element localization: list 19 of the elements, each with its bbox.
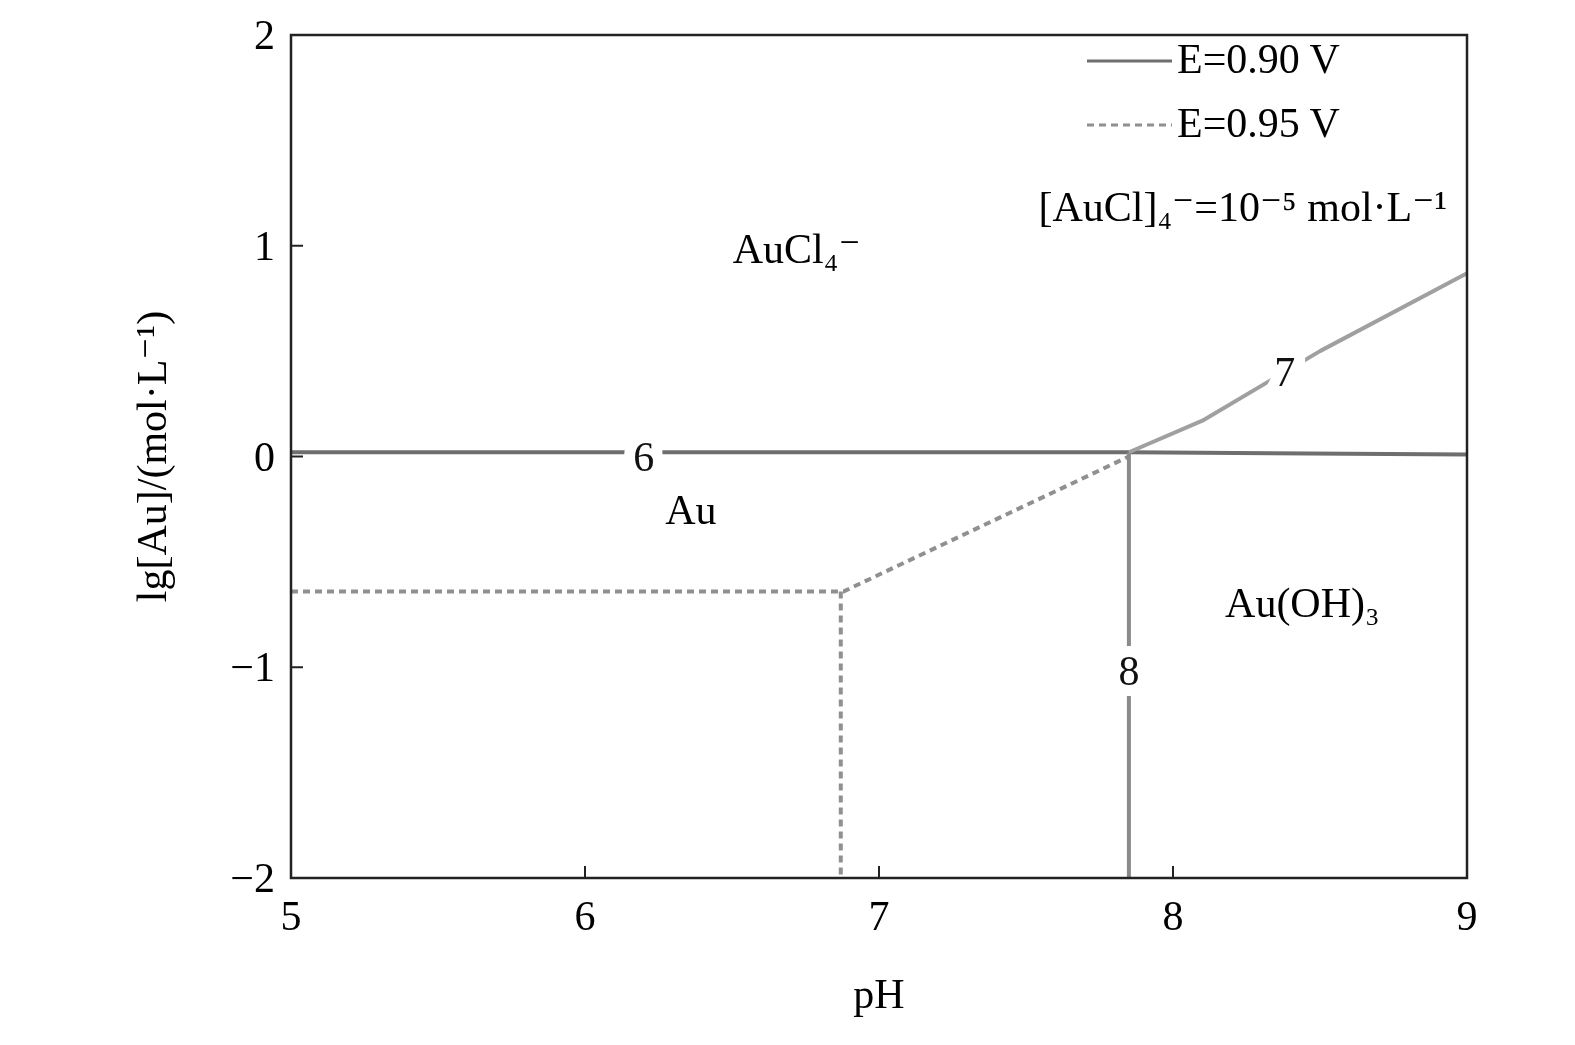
x-tick-label: 7 (868, 893, 890, 939)
x-tick-label: 5 (280, 893, 302, 939)
annotation: [AuCl]₄⁻=10⁻⁵ mol·L⁻¹ (1038, 184, 1447, 230)
x-tick-label: 6 (574, 893, 596, 939)
y-axis-title: lg[Au]/(mol·L⁻¹) (129, 310, 176, 603)
x-tick-label: 8 (1162, 893, 1184, 939)
annotation: AuCl₄⁻ (732, 225, 861, 272)
annotation: Au(OH)₃ (1225, 579, 1380, 627)
y-tick-label: −1 (230, 644, 275, 691)
legend-label: E=0.95 V (1177, 100, 1340, 146)
y-tick-label: −2 (230, 855, 275, 901)
x-axis-title: pH (853, 971, 905, 1017)
legend-label: E=0.90 V (1177, 36, 1340, 82)
annotation: 8 (1118, 648, 1140, 695)
y-tick-label: 1 (254, 222, 275, 269)
y-tick-label: 2 (254, 12, 275, 58)
annotation: Au (665, 486, 717, 533)
y-tick-label: 0 (254, 433, 275, 480)
x-tick-label: 9 (1456, 893, 1478, 939)
